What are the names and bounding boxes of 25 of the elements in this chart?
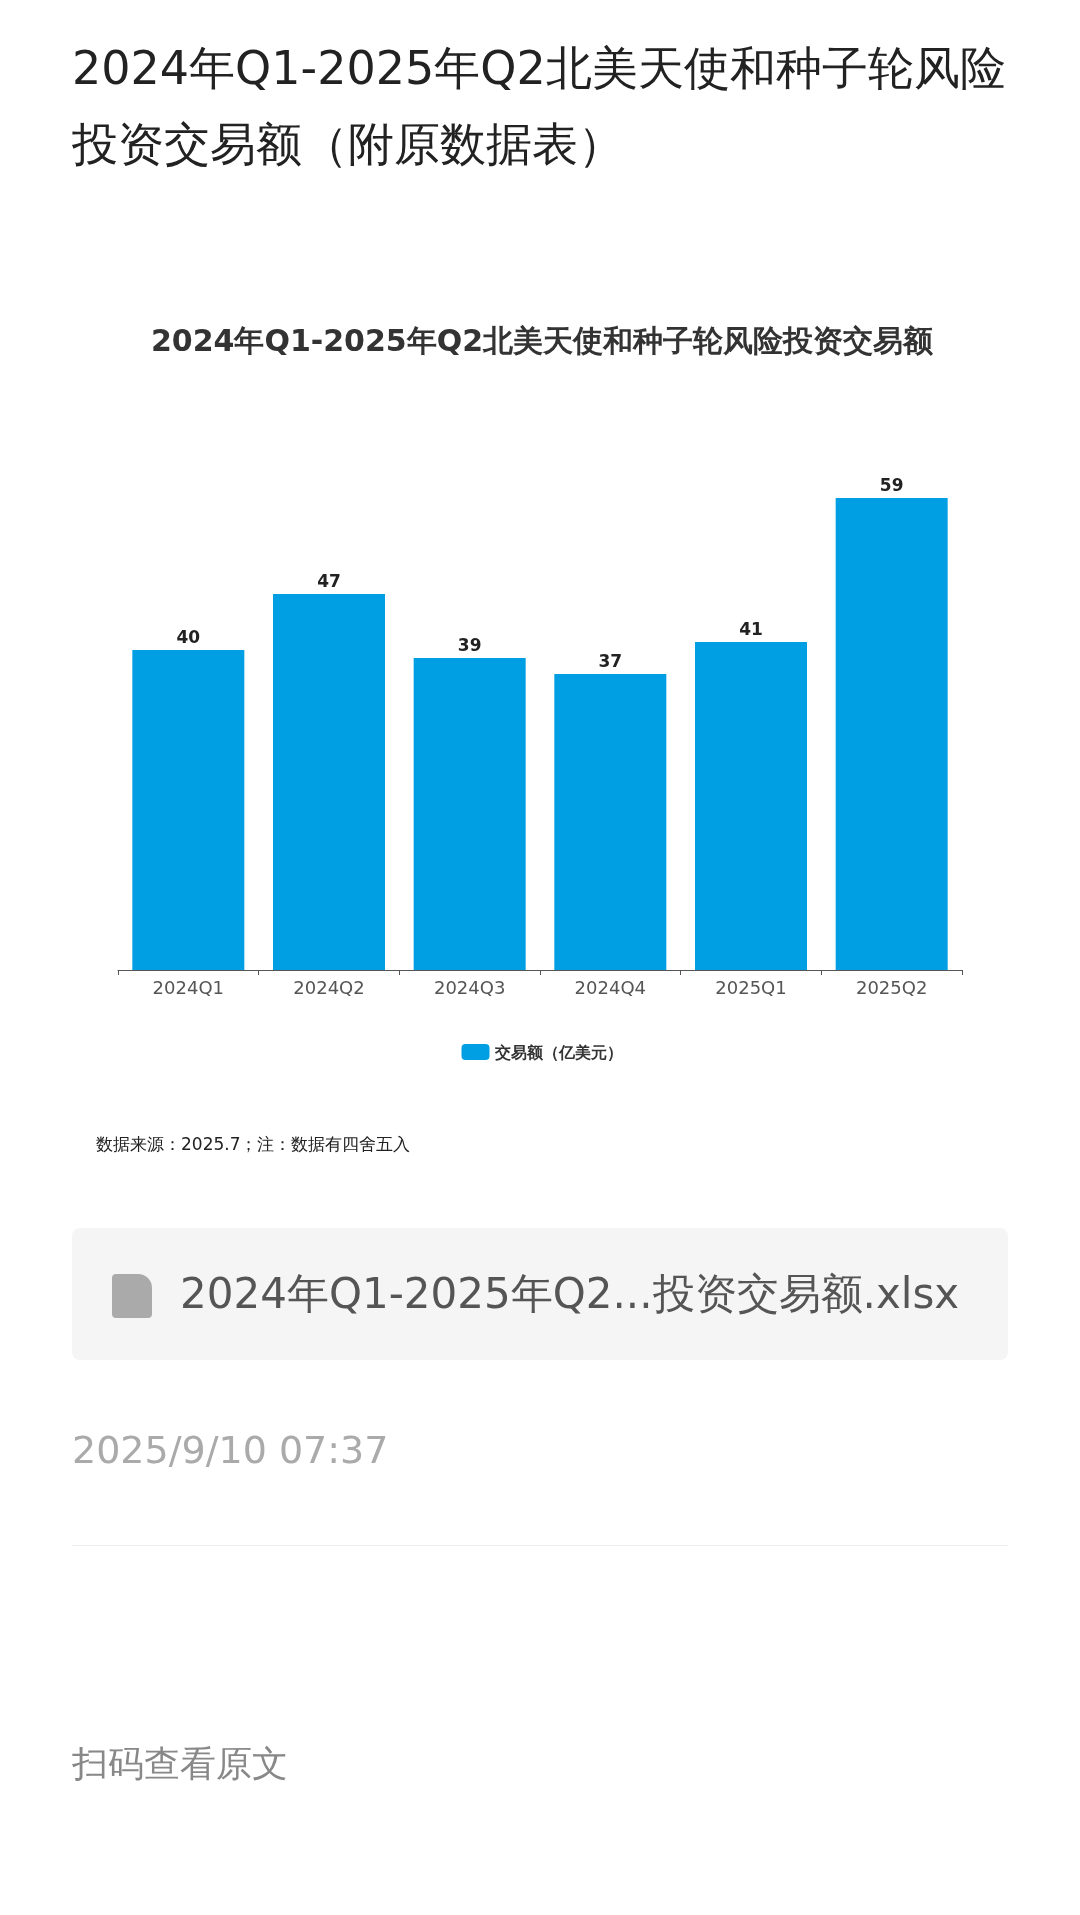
chart-title: 2024年Q1-2025年Q2北美天使和种子轮风险投资交易额（附原数据表） <box>72 40 1007 173</box>
data-label: 47 <box>317 570 341 591</box>
x-tick-label: 2024Q4 <box>574 976 647 998</box>
data-label: 59 <box>879 474 904 495</box>
data-label: 40 <box>176 626 201 647</box>
legend-label: 交易额（亿美元） <box>493 1042 623 1062</box>
data-label: 37 <box>598 650 623 671</box>
chart-subtitle: 2024年Q1-2025年Q2北美天使和种子轮风险投资交易额 <box>150 322 934 358</box>
text: 扫码查看原文 <box>72 1742 288 1786</box>
data-label: 39 <box>457 634 482 655</box>
x-tick-label: 2025Q1 <box>715 976 787 998</box>
x-tick-label: 2024Q2 <box>293 976 365 998</box>
bar <box>554 674 667 970</box>
source-note: 数据来源：2025.7；注：数据有四舍五入 <box>96 1133 411 1156</box>
bar <box>132 650 245 970</box>
data-label: 41 <box>739 618 763 639</box>
x-tick-label: 2024Q3 <box>433 976 506 998</box>
bar <box>835 498 948 970</box>
text: 2024年Q1-2025年Q2...投资交易额.xlsx <box>180 1268 960 1320</box>
x-tick-label: 2025Q2 <box>855 976 928 998</box>
bar <box>273 594 385 970</box>
bar <box>695 642 807 970</box>
bar <box>413 658 526 970</box>
text: 2025/9/10 07:37 <box>72 1428 389 1472</box>
x-tick-label: 2024Q1 <box>152 976 225 998</box>
